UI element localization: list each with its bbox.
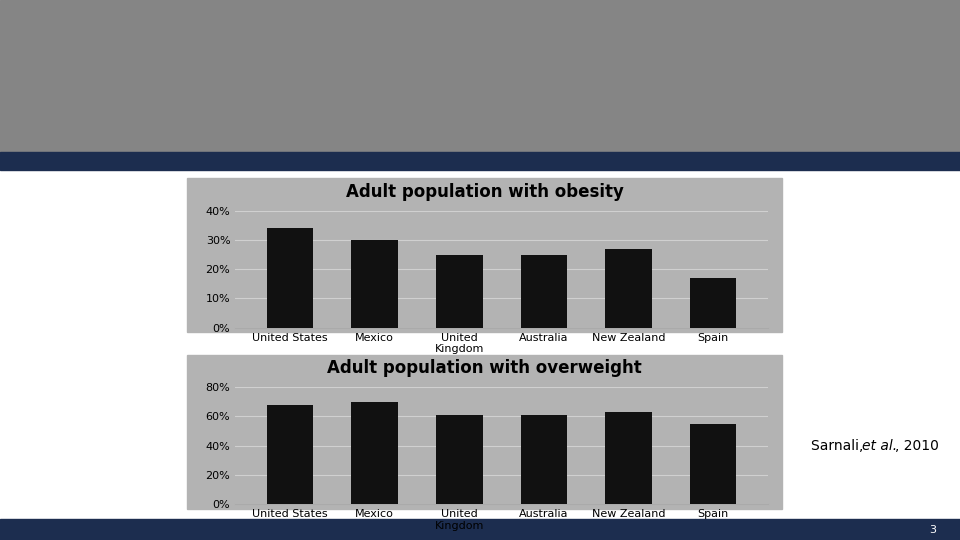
Text: , 2010: , 2010: [895, 438, 939, 453]
Bar: [690, 424, 736, 504]
Bar: [351, 240, 398, 328]
Bar: [351, 402, 398, 504]
Bar: [520, 254, 567, 328]
Text: Sarnali,: Sarnali,: [811, 438, 868, 453]
Bar: [267, 228, 313, 328]
Bar: [690, 278, 736, 328]
Text: Adult population with obesity: Adult population with obesity: [346, 183, 624, 201]
Bar: [436, 415, 483, 504]
Text: et al.: et al.: [862, 438, 898, 453]
Text: Adult population with overweight: Adult population with overweight: [327, 359, 642, 377]
Bar: [605, 412, 652, 504]
Text: 3: 3: [929, 525, 936, 535]
Bar: [605, 249, 652, 328]
Bar: [267, 405, 313, 504]
Bar: [436, 254, 483, 328]
Bar: [520, 415, 567, 504]
